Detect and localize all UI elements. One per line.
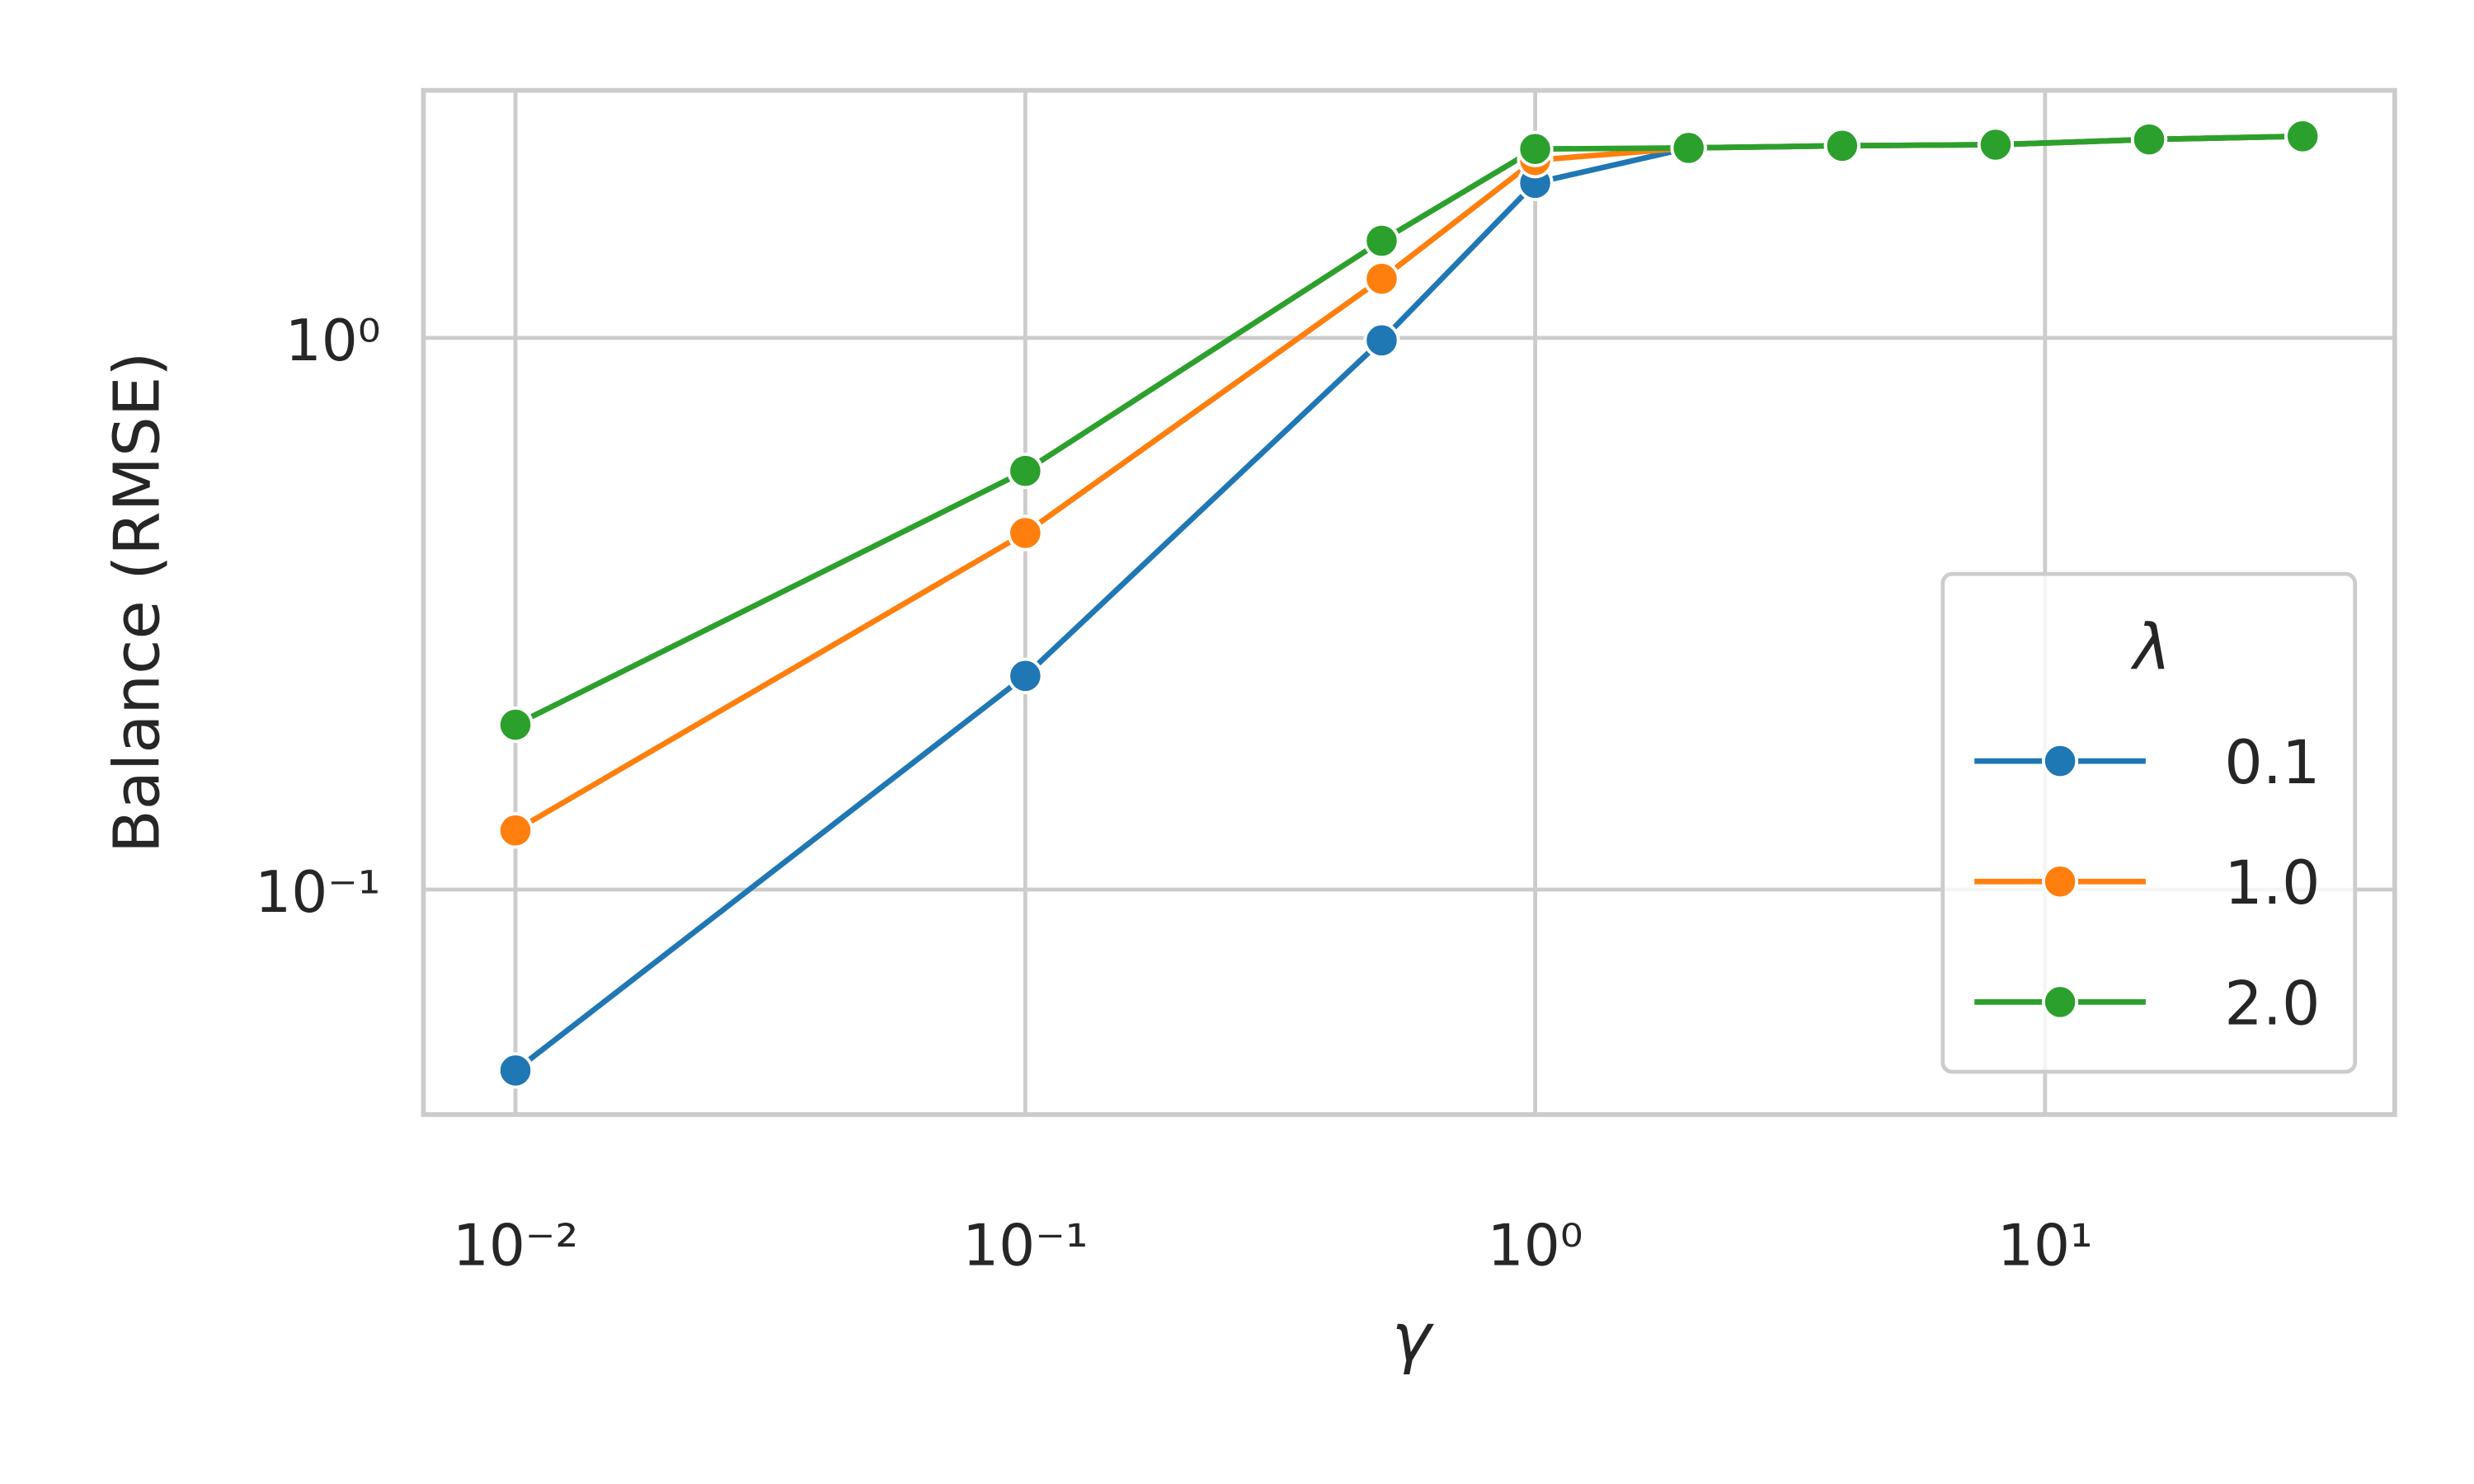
- point: [1517, 130, 1554, 167]
- y-tick-label: 10⁻¹: [255, 860, 380, 926]
- x-tick-label: 10⁰: [1488, 1214, 1583, 1280]
- plot-frame: [421, 87, 2397, 1117]
- point: [1977, 126, 2015, 163]
- x-tick-label: 10⁻¹: [962, 1214, 1088, 1280]
- point: [1007, 657, 1044, 694]
- point: [1007, 453, 1044, 490]
- legend-box: [1940, 571, 2358, 1074]
- legend-marker: [2041, 742, 2079, 780]
- legend: λ 0.1 1.0 2.0: [1940, 571, 2358, 1074]
- legend-label: 1.0: [2224, 848, 2320, 918]
- point: [1007, 514, 1044, 552]
- point: [1823, 127, 1860, 164]
- point: [1670, 129, 1707, 167]
- legend-title: λ: [2130, 612, 2171, 685]
- legend-label: 2.0: [2224, 969, 2320, 1039]
- point: [1363, 322, 1400, 359]
- legend-marker: [2041, 984, 2079, 1021]
- point: [1363, 222, 1400, 260]
- x-tick-label: 10⁻²: [453, 1214, 578, 1280]
- x-tick-label: 10¹: [1997, 1214, 2093, 1280]
- point: [496, 1052, 534, 1089]
- point: [496, 812, 534, 849]
- legend-marker: [2041, 863, 2079, 900]
- point: [1363, 261, 1400, 298]
- y-axis-label: Balance (RMSE): [101, 352, 174, 853]
- point: [2284, 118, 2321, 155]
- point: [2130, 120, 2168, 158]
- legend-label: 0.1: [2224, 728, 2320, 798]
- x-axis-label: γ: [1392, 1299, 1435, 1377]
- y-tick-label: 10⁰: [285, 308, 381, 374]
- point: [496, 706, 534, 744]
